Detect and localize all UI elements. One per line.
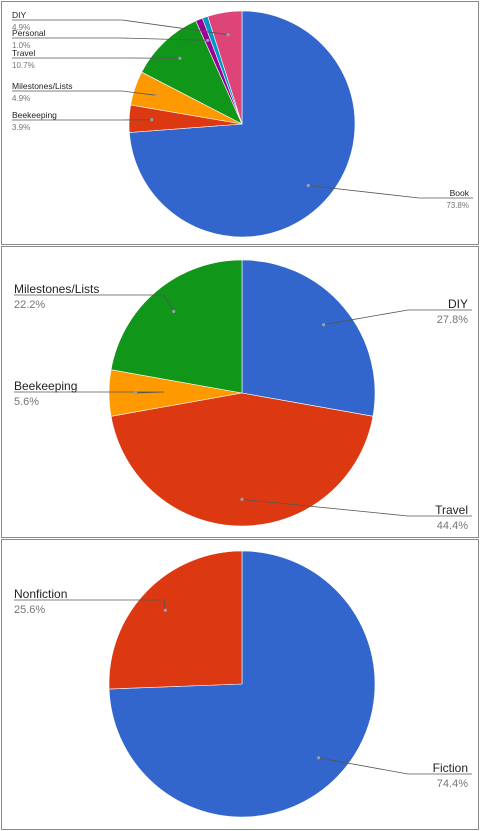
callout-line-fiction (318, 757, 472, 775)
slice-percent-milestones-lists: 4.9% (12, 94, 30, 103)
slice-percent-beekeeping: 5.6% (14, 396, 39, 408)
pie-chart-panel-topics: DIY 27.8% Travel 44.4% Beekeeping 5.6% Milesto… (1, 246, 479, 538)
slice-percent-book: 73.8% (446, 201, 469, 210)
callout-dot-book (306, 183, 310, 188)
slice-percent-fiction: 74.4% (437, 778, 468, 790)
callout-line-personal (12, 37, 208, 41)
callout-dot-milestones-lists (154, 93, 158, 97)
pie-slice-diy (241, 259, 376, 417)
slice-label-diy: DIY (12, 10, 27, 20)
slice-label-travel: Travel (12, 48, 35, 58)
slice-percent-diy: 27.8% (437, 314, 468, 326)
callout-line-milestones-lists (12, 90, 157, 96)
slice-percent-personal: 1.0% (12, 41, 30, 50)
callout-dot-milestones-lists (172, 309, 176, 313)
pie-slice-diy (207, 10, 243, 125)
callout-line-beekeeping (14, 391, 165, 394)
callout-dot-beekeeping (134, 391, 138, 395)
slice-label-personal: Personal (12, 28, 46, 38)
callout-line-milestones-lists (14, 294, 175, 312)
pie-slice-nonfiction (108, 550, 243, 690)
callout-dot-travel (240, 497, 244, 501)
slice-percent-nonfiction: 25.6% (14, 604, 45, 616)
callout-dot-travel (178, 56, 182, 60)
slice-label-nonfiction: Nonfiction (14, 587, 67, 601)
slice-percent-beekeeping: 3.9% (12, 123, 30, 132)
callout-dot-personal (206, 38, 210, 43)
slice-percent-travel: 10.7% (12, 61, 35, 70)
pie-chart-panel-categories: Book 73.8% Beekeeping 3.9% Milestones/Lists 4… (1, 1, 479, 245)
slice-label-beekeeping: Beekeeping (12, 110, 57, 120)
callout-dot-beekeeping (150, 118, 154, 122)
slice-label-travel: Travel (435, 503, 468, 517)
pie-chart-categories: Book 73.8% Beekeeping 3.9% Milestones/Lists 4… (12, 10, 473, 238)
slice-label-beekeeping: Beekeeping (14, 379, 77, 393)
pie-chart-topics: DIY 27.8% Travel 44.4% Beekeeping 5.6% Milesto… (14, 259, 472, 532)
pie-chart-fiction: Fiction 74.4% Nonfiction 25.6% (14, 550, 472, 818)
callout-dot-diy (322, 323, 326, 327)
slice-label-milestones-lists: Milestones/Lists (12, 81, 72, 91)
callout-line-nonfiction (14, 599, 166, 611)
callout-line-diy (323, 309, 472, 326)
callout-dot-nonfiction (163, 608, 167, 612)
pie-slice-travel (141, 20, 243, 125)
slice-percent-travel: 44.4% (437, 520, 468, 532)
pie-slice-travel (110, 392, 374, 527)
slice-label-diy: DIY (448, 297, 468, 311)
pie-chart-panel-fiction: Fiction 74.4% Nonfiction 25.6% (1, 539, 479, 830)
callout-line-travel (241, 499, 472, 517)
pie-slice-milestones-lists (110, 259, 243, 394)
slice-percent-milestones-lists: 22.2% (14, 299, 45, 311)
callout-line-diy (12, 19, 229, 36)
callout-dot-fiction (317, 756, 321, 760)
slice-label-milestones-lists: Milestones/Lists (14, 282, 99, 296)
callout-line-book (308, 185, 473, 199)
slice-percent-diy: 4.9% (12, 23, 30, 32)
slice-label-fiction: Fiction (433, 761, 468, 775)
slice-label-book: Book (450, 188, 470, 198)
callout-dot-diy (226, 33, 230, 37)
